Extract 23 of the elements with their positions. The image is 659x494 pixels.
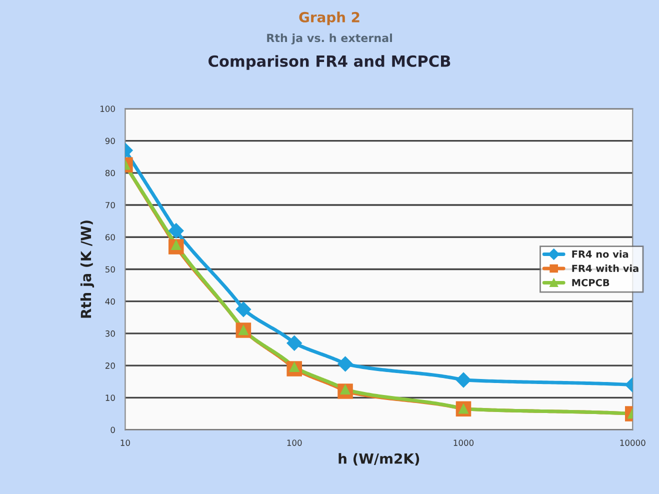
legend-label: MCPCB	[572, 278, 610, 286]
chart-title: Graph 2	[299, 12, 360, 26]
x-axis-title: h (W/m2K)	[338, 453, 420, 466]
y-tick-label: 20	[105, 362, 115, 369]
legend-label: FR4 with via	[572, 264, 638, 272]
y-tick-label: 90	[105, 138, 115, 144]
y-tick-label: 60	[105, 234, 115, 240]
x-tick-label: 1000	[454, 440, 474, 446]
text: Comparison FR4 and MCPCB	[208, 55, 450, 70]
y-axis-title: Rth ja (K /W)	[80, 220, 94, 318]
x-tick-label: 10000	[620, 440, 646, 446]
chart-subtitle: Rth ja vs. h external	[267, 34, 392, 44]
y-tick-label: 0	[110, 426, 115, 434]
x-tick-label: 100	[287, 440, 302, 446]
y-tick-label: 70	[106, 202, 115, 208]
y-tick-label: 30	[106, 330, 115, 337]
y-tick-label: 10	[106, 394, 115, 401]
y-tick-label: 100	[100, 106, 115, 112]
y-tick-label: 40	[105, 298, 115, 305]
x-tick-label: 10	[120, 440, 130, 446]
y-tick-label: 50	[106, 266, 115, 273]
legend-label: FR4 no via	[572, 250, 628, 258]
y-tick-label: 80	[105, 170, 115, 176]
